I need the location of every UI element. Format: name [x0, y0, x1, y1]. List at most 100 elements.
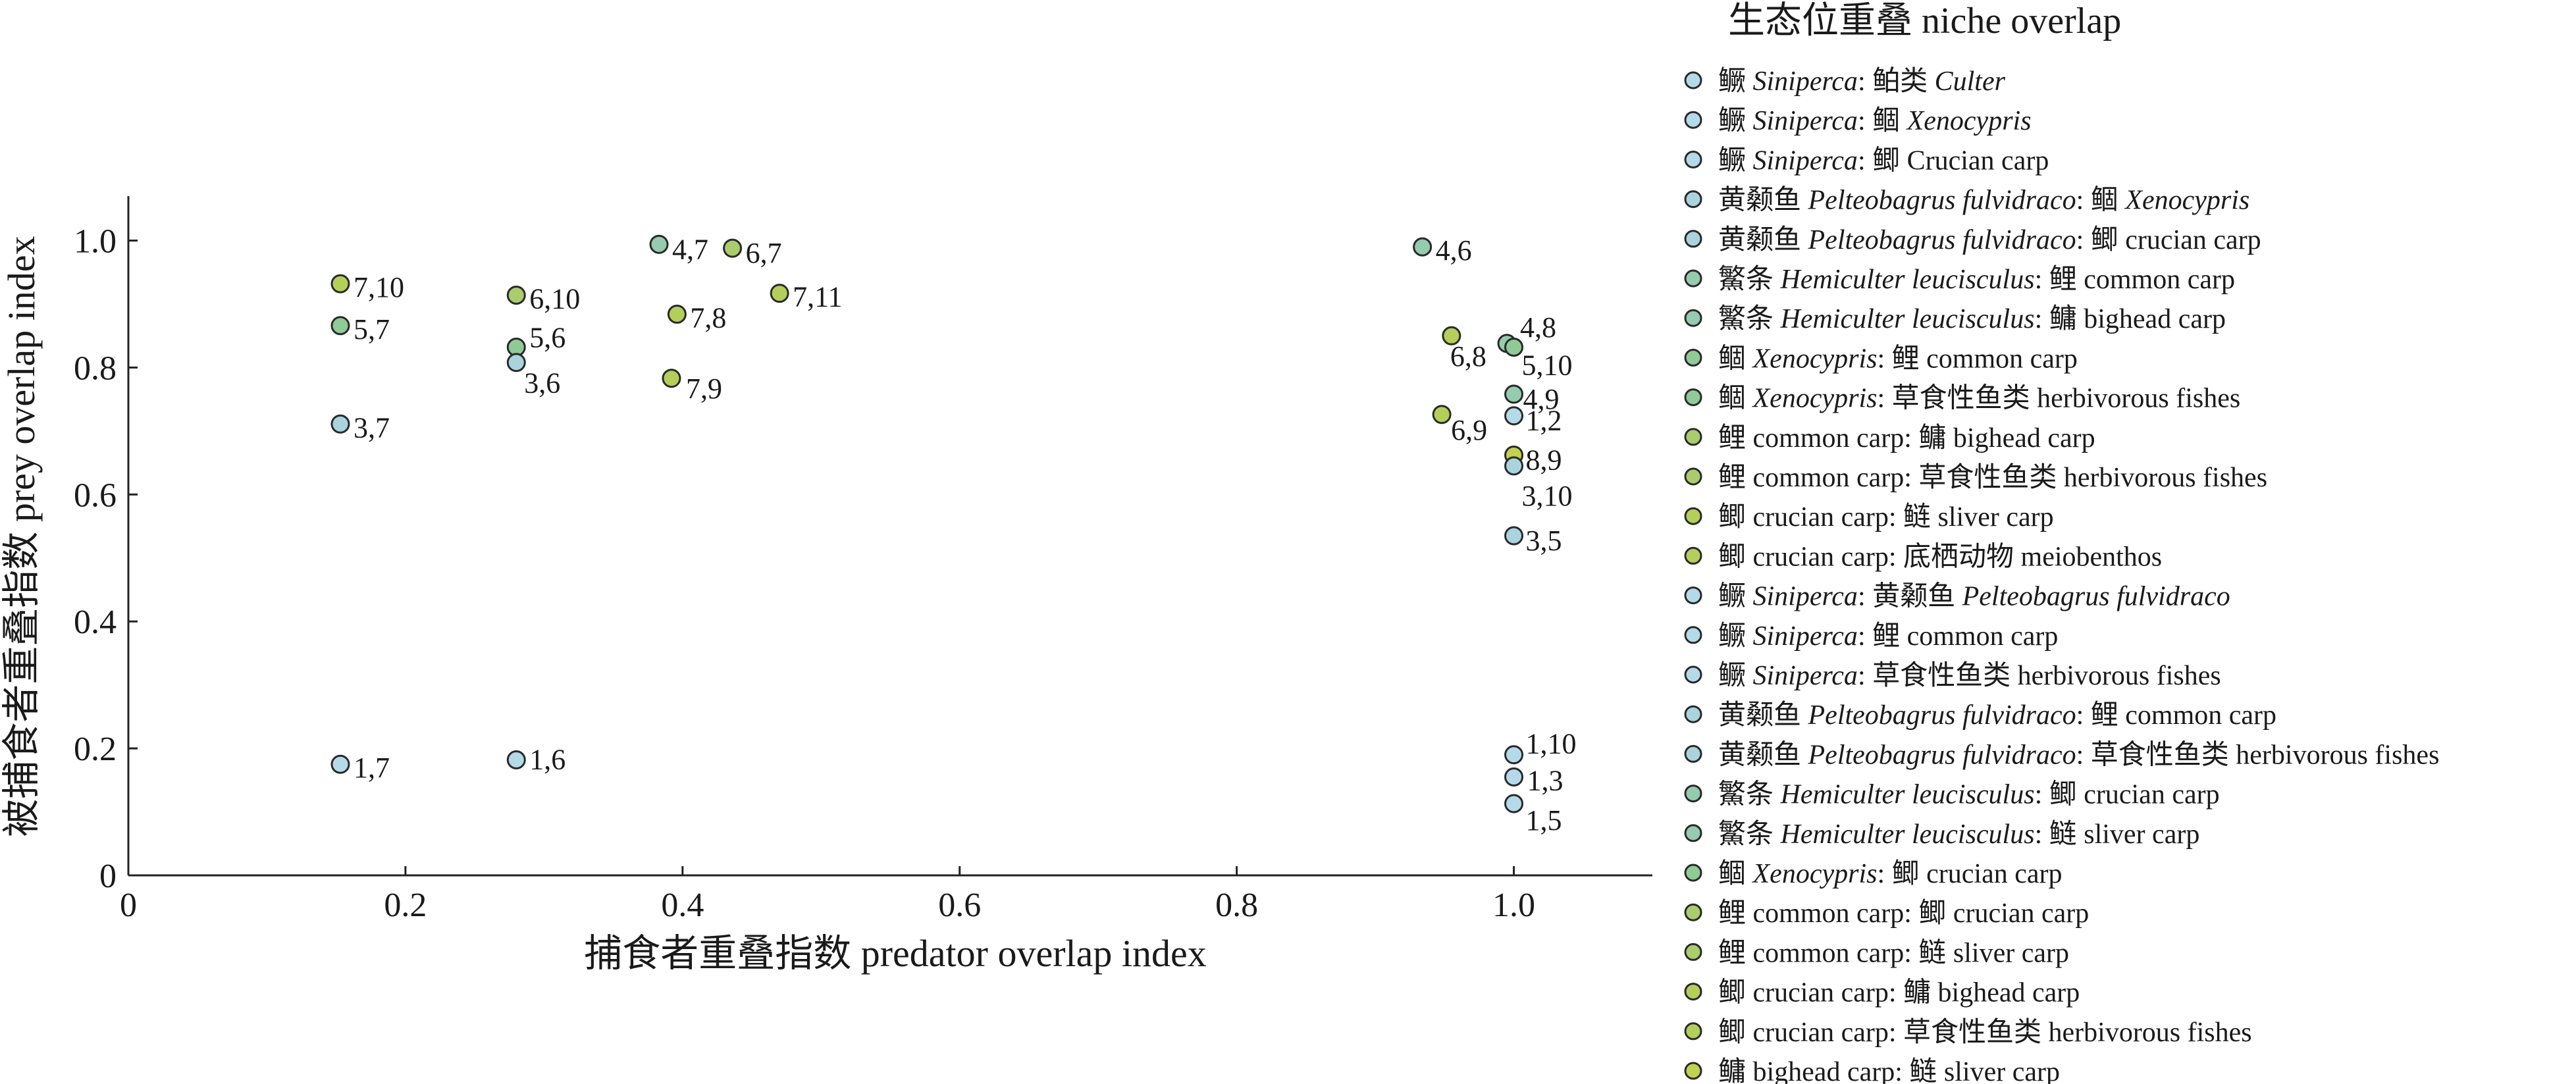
- legend-entry: 黄颡鱼 Pelteobagrus fulvidraco: 草食性鱼类 herbi…: [1684, 739, 2439, 770]
- legend-entry: 黄颡鱼 Pelteobagrus fulvidraco: 鲴 Xenocypri…: [1684, 186, 2249, 216]
- legend-label: 鰵条 Hemiculter leucisculus: 鳙 bighead car…: [1718, 303, 2226, 334]
- legend-label-run: Xenocypris: [1752, 344, 1878, 374]
- legend-label-run: 黄颡鱼: [1718, 186, 1808, 216]
- legend-entry: 鲴 Xenocypris: 鲫 crucian carp: [1684, 859, 2063, 889]
- point-label: 6,9: [1451, 414, 1487, 446]
- legend-label-run: 鳜: [1718, 66, 1753, 97]
- data-point: [506, 285, 526, 305]
- point-label: 5,7: [354, 313, 390, 346]
- plot-area: 0 0.2 0.4 0.6 0.8 1.0 0 0.2 0.4 0.6 0.8 1.0 7,10 5,…: [0, 196, 1652, 975]
- data-point: [1504, 794, 1524, 813]
- legend-marker: [1684, 785, 1702, 803]
- legend-entry: 鲤 common carp: 草食性鱼类 herbivorous fishes: [1684, 462, 2267, 493]
- legend-entry: 鰵条 Hemiculter leucisculus: 鲫 crucian car…: [1684, 779, 2220, 810]
- point-label: 5,10: [1522, 349, 1573, 382]
- legend-label-run: Culter: [1935, 66, 2006, 97]
- legend-marker: [1684, 546, 1702, 565]
- legend-label: 鲴 Xenocypris: 鲤 common carp: [1718, 344, 2078, 374]
- data-point: [1413, 237, 1433, 257]
- legend-label-run: 鲫 crucian carp: 鲢 sliver carp: [1718, 502, 2054, 532]
- legend-label-run: 黄颡鱼: [1718, 740, 1808, 770]
- legend-label-run: Pelteobagrus fulvidraco: [1808, 700, 2076, 731]
- point-label: 1,7: [354, 752, 390, 784]
- data-point: [1504, 384, 1524, 404]
- legend-label-run: Xenocypris: [1752, 384, 1878, 414]
- legend-label-run: 鳜: [1718, 582, 1753, 612]
- legend-marker: [1684, 269, 1702, 288]
- data-point: [1504, 745, 1524, 765]
- legend-label: 鲴 Xenocypris: 草食性鱼类 herbivorous fishes: [1718, 383, 2240, 414]
- legend-label-run: Hemiculter leucisculus: [1780, 780, 2035, 810]
- legend-label: 鳜 Siniperca: 鲫 Crucian carp: [1718, 145, 2049, 176]
- point-label: 4,9: [1523, 383, 1560, 415]
- legend-marker: [1684, 348, 1702, 367]
- legend-entry: 鰵条 Hemiculter leucisculus: 鲢 sliver carp: [1684, 819, 2200, 850]
- point-label: 3,5: [1526, 525, 1562, 557]
- legend-label-run: 鲴: [1718, 859, 1753, 889]
- y-tick-label: 0.2: [74, 731, 117, 768]
- legend-label-run: Siniperca: [1753, 582, 1858, 612]
- legend-label: 鲫 crucian carp: 鲢 sliver carp: [1718, 502, 2054, 532]
- x-tick-label: 0.6: [938, 887, 981, 924]
- legend-label-run: 黄颡鱼: [1718, 700, 1808, 731]
- legend-label: 黄颡鱼 Pelteobagrus fulvidraco: 草食性鱼类 herbi…: [1718, 739, 2439, 770]
- data-point: [330, 316, 350, 336]
- legend-entry: 鰵条 Hemiculter leucisculus: 鲤 common carp: [1684, 264, 2235, 295]
- legend-label-run: : 鲫 crucian carp: [2076, 225, 2261, 255]
- legend-label: 鲤 common carp: 草食性鱼类 herbivorous fishes: [1718, 462, 2267, 493]
- legend-entry: 黄颡鱼 Pelteobagrus fulvidraco: 鲫 crucian c…: [1684, 225, 2261, 255]
- legend-marker: [1684, 1062, 1702, 1080]
- point-labels: 7,10 5,7 3,7 1,7 6,10 5,6 3,6 1,6 4,7 6,7 7,8 7,11 7…: [354, 233, 1577, 837]
- legend-label-run: Pelteobagrus fulvidraco: [1808, 186, 2076, 216]
- x-tick-label: 1.0: [1492, 887, 1535, 924]
- legend-entry: 鳜 Siniperca: 鲴 Xenocypris: [1684, 106, 2032, 136]
- legend-marker: [1684, 705, 1702, 723]
- legend: 生态位重叠 niche overlap 鳜 Siniperca: 鲌类 Cult…: [1684, 1, 2439, 1084]
- legend-label-run: : 鳙 bighead carp: [2035, 304, 2226, 334]
- legend-label-run: : 鲫 crucian carp: [2035, 780, 2220, 810]
- legend-label: 黄颡鱼 Pelteobagrus fulvidraco: 鲴 Xenocypri…: [1718, 186, 2249, 216]
- legend-entry: 鲤 common carp: 鲫 crucian carp: [1684, 898, 2089, 929]
- legend-label-run: 鳜: [1718, 145, 1753, 176]
- y-tick-label: 0.6: [74, 477, 117, 514]
- legend-label-run: Siniperca: [1753, 106, 1858, 136]
- legend-label: 鳜 Siniperca: 鲴 Xenocypris: [1718, 106, 2032, 136]
- legend-label-run: : 鲢 sliver carp: [2035, 819, 2200, 850]
- legend-entry: 鲤 common carp: 鲢 sliver carp: [1684, 938, 2069, 968]
- x-tick-label: 0.8: [1215, 887, 1258, 924]
- legend-label: 鲫 crucian carp: 底栖动物 meiobenthos: [1718, 542, 2162, 572]
- y-axis-label: 被捕食者重叠指数 prey overlap index: [0, 236, 43, 837]
- x-axis-label: 捕食者重叠指数 predator overlap index: [584, 932, 1207, 975]
- legend-marker: [1684, 983, 1702, 1001]
- legend-label: 鲫 crucian carp: 草食性鱼类 herbivorous fishes: [1718, 1017, 2252, 1048]
- legend-label-run: : 鲌类: [1858, 66, 1935, 97]
- legend-label-run: Siniperca: [1753, 661, 1858, 691]
- legend-label-run: : 鲫 crucian carp: [1877, 859, 2062, 889]
- legend-marker: [1684, 864, 1702, 882]
- legend-marker: [1684, 190, 1702, 209]
- legend-label-run: 鲫 crucian carp: 草食性鱼类 herbivorous fishes: [1718, 1017, 2252, 1048]
- legend-label-run: : 鲤 common carp: [2035, 265, 2235, 295]
- legend-entry: 鲫 crucian carp: 鳙 bighead carp: [1684, 978, 2080, 1008]
- legend-entry: 鲤 common carp: 鳙 bighead carp: [1684, 423, 2095, 453]
- point-label: 3,10: [1522, 480, 1573, 512]
- point-label: 1,3: [1527, 765, 1564, 797]
- legend-label-run: : 草食性鱼类 herbivorous fishes: [1877, 383, 2240, 414]
- legend-marker: [1684, 665, 1702, 684]
- legend-entry: 鳜 Siniperca: 鲫 Crucian carp: [1684, 145, 2049, 176]
- legend-entry: 鳜 Siniperca: 鲤 common carp: [1684, 621, 2058, 652]
- legend-label-run: 鳙 bighead carp: 鲢 sliver carp: [1718, 1057, 2060, 1084]
- legend-label-run: 鲫 crucian carp: 鳙 bighead carp: [1718, 978, 2080, 1008]
- legend-label-run: Hemiculter leucisculus: [1780, 819, 2035, 850]
- data-point: [1504, 456, 1524, 476]
- legend-marker: [1684, 903, 1702, 921]
- point-label: 3,6: [524, 367, 560, 400]
- point-label: 6,10: [529, 282, 580, 315]
- data-point: [330, 274, 350, 294]
- point-label: 8,9: [1526, 444, 1562, 477]
- legend-marker: [1684, 507, 1702, 525]
- legend-label-run: Xenocypris: [1906, 106, 2032, 136]
- legend-label-run: : 草食性鱼类 herbivorous fishes: [1858, 660, 2221, 691]
- legend-label: 鲴 Xenocypris: 鲫 crucian carp: [1718, 859, 2063, 889]
- legend-entry: 鲴 Xenocypris: 草食性鱼类 herbivorous fishes: [1684, 383, 2240, 414]
